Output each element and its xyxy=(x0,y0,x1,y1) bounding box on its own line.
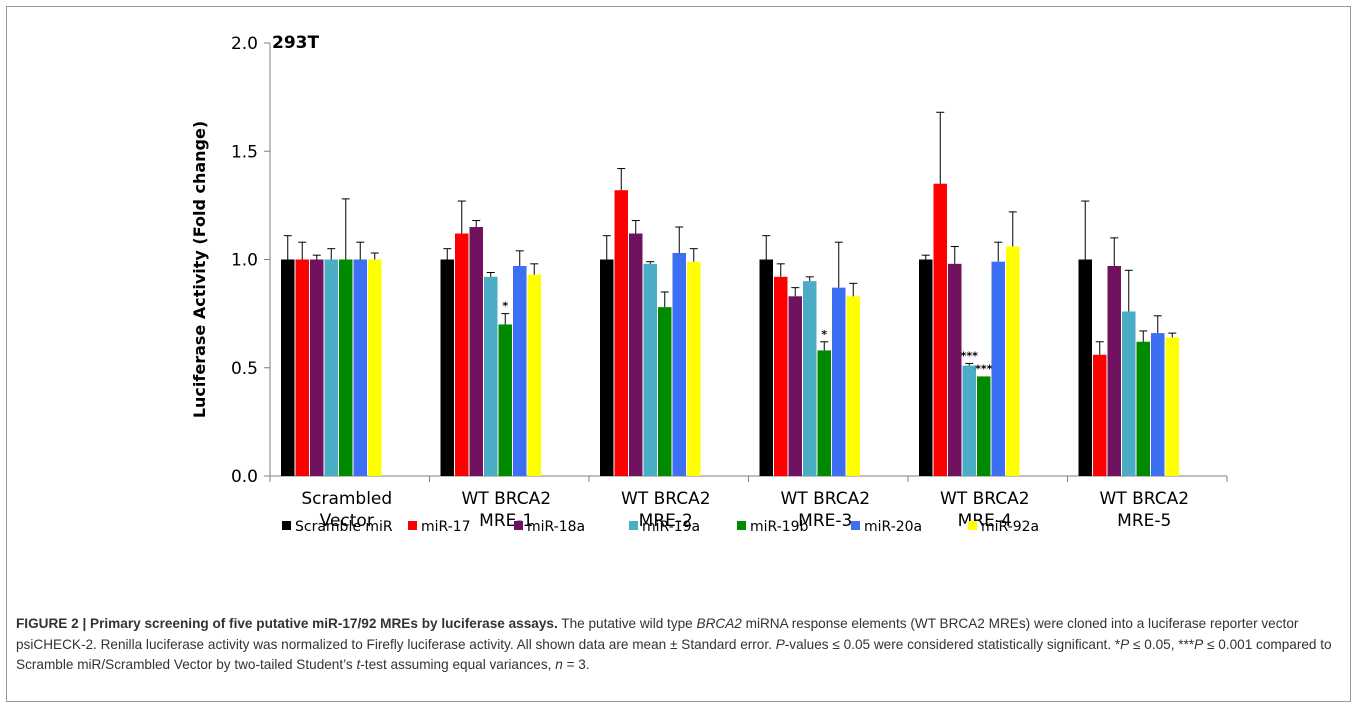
bar xyxy=(513,265,527,476)
bar xyxy=(629,233,643,476)
legend-label: miR-19a xyxy=(642,519,700,535)
bar xyxy=(1006,246,1020,476)
x-tick-label: MRE-3 xyxy=(798,511,852,531)
bar xyxy=(977,376,991,476)
bar xyxy=(933,183,947,476)
bar xyxy=(1107,265,1121,476)
y-tick-label: 0.0 xyxy=(231,467,258,487)
y-tick-label: 2.0 xyxy=(231,34,258,54)
bar xyxy=(948,263,962,476)
y-axis-label: Luciferase Activity (Fold change) xyxy=(190,121,209,418)
legend-label: miR-92a xyxy=(981,519,1039,535)
x-tick-label: MRE-2 xyxy=(639,511,693,531)
bar xyxy=(440,259,454,476)
legend-swatch xyxy=(514,521,523,530)
x-tick-label: Vector xyxy=(320,511,374,531)
bar xyxy=(846,296,860,476)
bar xyxy=(1165,337,1179,476)
bar-chart: 0.0 0.5 1.0 1.5 2.0 Luciferase Activity (Fold… xyxy=(190,33,1228,535)
bar xyxy=(803,281,817,476)
bar xyxy=(832,287,846,476)
bar xyxy=(962,365,976,476)
bar xyxy=(324,259,338,476)
bar xyxy=(687,261,701,476)
bar xyxy=(759,259,773,476)
y-tick-label: 1.0 xyxy=(231,251,258,271)
bar xyxy=(469,227,483,476)
bar xyxy=(672,253,686,476)
x-tick-label: WT BRCA2 xyxy=(780,489,870,509)
significance-label: * xyxy=(502,300,508,313)
legend-label: miR-20a xyxy=(864,519,922,535)
significance-label: *** xyxy=(975,362,993,375)
bar xyxy=(353,259,367,476)
x-tick-label: WT BRCA2 xyxy=(621,489,711,509)
legend-swatch xyxy=(851,521,860,530)
bar xyxy=(310,259,324,476)
bar xyxy=(788,296,802,476)
x-tick-label: WT BRCA2 xyxy=(940,489,1030,509)
caption-body: The putative wild type BRCA2 miRNA respo… xyxy=(16,616,1332,672)
legend-label: miR-17 xyxy=(421,519,471,535)
x-tick-label: WT BRCA2 xyxy=(461,489,551,509)
x-tick-label: Scrambled xyxy=(301,489,392,509)
bar xyxy=(295,259,309,476)
bar xyxy=(281,259,295,476)
bar xyxy=(614,190,628,476)
caption-heading: FIGURE 2 | Primary screening of five put… xyxy=(16,616,558,631)
bar xyxy=(991,261,1005,476)
legend-label: miR-18a xyxy=(527,519,585,535)
x-tick-label: WT BRCA2 xyxy=(1099,489,1189,509)
legend-swatch xyxy=(408,521,417,530)
bar xyxy=(817,350,831,476)
bar xyxy=(339,259,353,476)
legend-label: Scramble miR xyxy=(295,519,393,535)
bar xyxy=(774,276,788,476)
y-tick-label: 1.5 xyxy=(231,142,258,162)
bar xyxy=(600,259,614,476)
legend-swatch xyxy=(968,521,977,530)
bar xyxy=(658,307,672,476)
significance-label: *** xyxy=(961,349,979,362)
bar xyxy=(368,259,382,476)
legend-swatch xyxy=(629,521,638,530)
bar xyxy=(1078,259,1092,476)
x-tick-label: MRE-5 xyxy=(1117,511,1171,531)
significance-label: * xyxy=(821,328,827,341)
bar xyxy=(919,259,933,476)
bar xyxy=(498,324,512,476)
y-tick-label: 0.5 xyxy=(231,359,258,379)
bar xyxy=(527,274,541,476)
legend-swatch xyxy=(282,521,291,530)
legend-label: miR-19b xyxy=(750,519,809,535)
bar xyxy=(1136,341,1150,476)
bar xyxy=(1151,333,1165,476)
bar xyxy=(455,233,469,476)
bar xyxy=(1122,311,1136,476)
x-tick-label: MRE-1 xyxy=(479,511,533,531)
bar xyxy=(643,263,657,476)
bar xyxy=(484,276,498,476)
figure-caption: FIGURE 2 | Primary screening of five put… xyxy=(16,614,1341,676)
legend-swatch xyxy=(737,521,746,530)
bar xyxy=(1093,354,1107,476)
chart-title: 293T xyxy=(272,33,319,53)
